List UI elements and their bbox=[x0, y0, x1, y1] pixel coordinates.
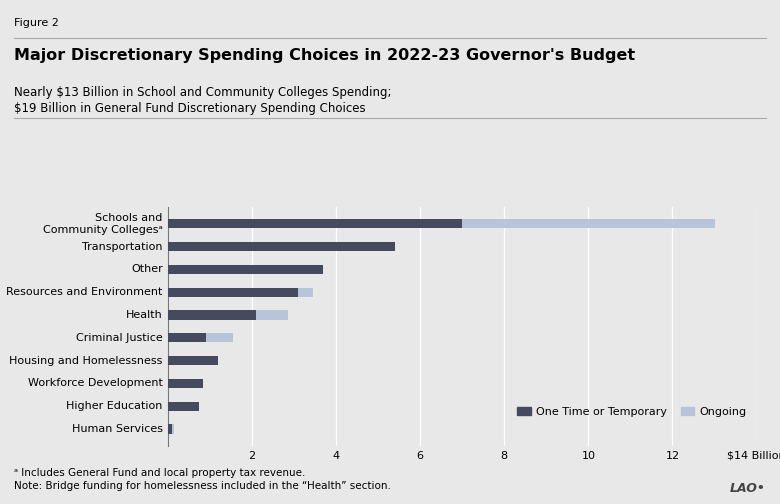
Bar bbox=[256, 310, 288, 320]
Bar bbox=[298, 288, 313, 297]
Text: $19 Billion in General Fund Discretionary Spending Choices: $19 Billion in General Fund Discretionar… bbox=[14, 102, 366, 115]
Text: Major Discretionary Spending Choices in 2022-23 Governor's Budget: Major Discretionary Spending Choices in … bbox=[14, 48, 635, 63]
Bar bbox=[168, 242, 395, 251]
Bar bbox=[172, 424, 174, 433]
Bar bbox=[168, 288, 298, 297]
Bar bbox=[168, 356, 218, 365]
Text: Figure 2: Figure 2 bbox=[14, 18, 59, 28]
Bar bbox=[462, 219, 714, 228]
Legend: One Time or Temporary, Ongoing: One Time or Temporary, Ongoing bbox=[513, 402, 751, 421]
Text: LAO•: LAO• bbox=[730, 482, 766, 495]
Text: Note: Bridge funding for homelessness included in the “Health” section.: Note: Bridge funding for homelessness in… bbox=[14, 481, 391, 491]
Bar bbox=[168, 265, 324, 274]
Text: ᵃ Includes General Fund and local property tax revenue.: ᵃ Includes General Fund and local proper… bbox=[14, 468, 306, 478]
Bar bbox=[206, 333, 233, 342]
Text: Nearly $13 Billion in School and Community Colleges Spending;: Nearly $13 Billion in School and Communi… bbox=[14, 86, 392, 99]
Bar bbox=[168, 424, 172, 433]
Bar bbox=[168, 219, 462, 228]
Bar bbox=[168, 310, 256, 320]
Bar bbox=[168, 333, 206, 342]
Bar bbox=[168, 402, 199, 411]
Bar bbox=[168, 379, 204, 388]
